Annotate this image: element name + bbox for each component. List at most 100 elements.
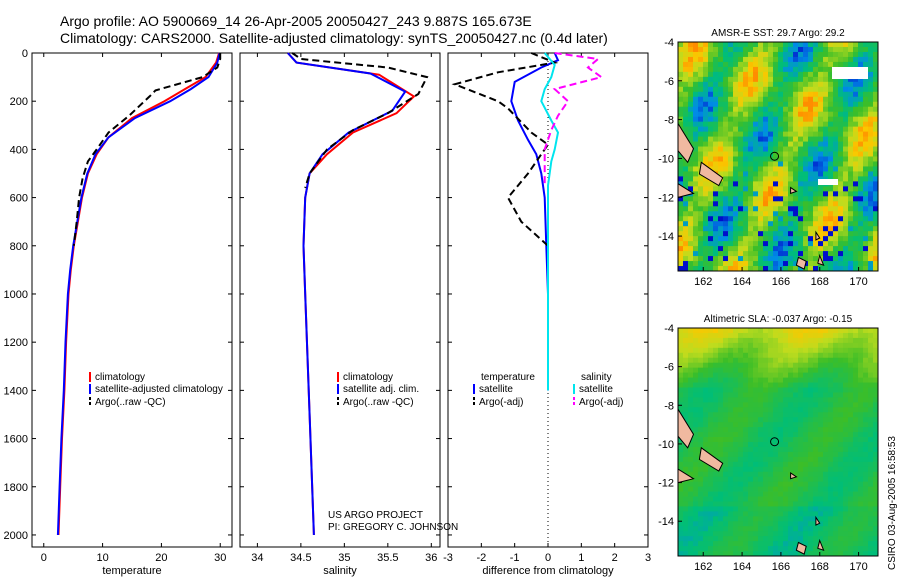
sla-map-cell — [743, 501, 749, 507]
sst-map-cell — [723, 116, 729, 123]
sst-map-cell — [798, 176, 804, 182]
sst-map-cell — [788, 196, 794, 202]
difference-series-salinity-satellite — [540, 52, 560, 391]
sst-map-cell — [818, 61, 824, 68]
sst-map-cell — [803, 266, 809, 272]
sst-map-cell — [783, 136, 789, 142]
sst-map-cell — [848, 241, 854, 247]
sst-map-cell — [818, 86, 824, 93]
sla-map-cell — [778, 446, 784, 453]
sla-map-cell — [743, 357, 749, 364]
sst-map-cell — [768, 121, 774, 128]
sst-map-cell — [763, 206, 769, 212]
sst-map-cell — [858, 191, 864, 197]
sla-map-cell — [713, 417, 719, 423]
sla-map-cell — [758, 446, 764, 453]
sst-map-cell — [678, 226, 684, 232]
sla-map-cell — [728, 531, 734, 537]
salinity-xtick-label: 36 — [425, 552, 437, 564]
sst-map-cell — [693, 196, 699, 202]
sla-map-cell — [798, 442, 804, 448]
sla-map-cell — [828, 546, 834, 552]
sst-map-cell — [853, 176, 859, 182]
sla-map-cell — [868, 466, 874, 473]
sla-map-cell — [703, 496, 709, 502]
sst-map-cell — [873, 76, 879, 83]
sla-map-cell — [778, 422, 784, 428]
sla-map-cell — [818, 337, 824, 344]
sla-map-cell — [853, 342, 859, 349]
sst-map-cell — [758, 46, 764, 53]
sla-map-cell — [703, 437, 709, 443]
sla-map-cell — [743, 347, 749, 354]
sla-map-cell — [788, 456, 794, 463]
sst-map-cell — [783, 56, 789, 63]
sla-map-cell — [773, 342, 779, 349]
sst-map-cell — [863, 186, 869, 192]
sst-map-cell — [868, 246, 874, 252]
sla-map-cell — [818, 392, 824, 398]
sst-map-cell — [823, 196, 829, 202]
sla-map-cell — [678, 551, 684, 557]
sla-map-cell — [823, 382, 829, 388]
sst-map-cell — [788, 71, 794, 78]
sla-map-cell — [788, 526, 794, 532]
sla-map-cell — [798, 531, 804, 537]
sst-map-cell — [863, 56, 869, 63]
sla-map-cell — [688, 471, 694, 478]
sla-map-cell — [873, 362, 879, 369]
sst-map-cell — [783, 176, 789, 182]
sst-map-cell — [798, 266, 804, 272]
sla-map-cell — [693, 432, 699, 438]
figure-title-line2: Climatology: CARS2000. Satellite-adjuste… — [60, 30, 608, 46]
sla-map-cell — [768, 496, 774, 502]
sst-map-cell — [693, 211, 699, 217]
sla-map-cell — [843, 501, 849, 507]
sla-map-cell — [693, 427, 699, 433]
sla-map-cell — [768, 372, 774, 378]
sst-map-cell — [818, 266, 824, 272]
sla-map-cell — [853, 407, 859, 413]
sla-map-cell — [818, 412, 824, 418]
sst-map-cell — [863, 211, 869, 217]
sla-map-cell — [813, 466, 819, 473]
sst-map-cell — [688, 116, 694, 123]
sst-map-cell — [728, 236, 734, 242]
sla-map-cell — [698, 377, 704, 383]
sst-map-cell — [698, 86, 704, 93]
sla-map-cell — [848, 456, 854, 463]
sst-map-cell — [743, 126, 749, 133]
legend-satellite-adjusted: satellite-adjusted climatology — [95, 384, 223, 395]
sst-map-cell — [698, 111, 704, 118]
sst-map-cell — [718, 56, 724, 63]
sla-map-cell — [763, 427, 769, 433]
sst-map-cell — [833, 46, 839, 53]
sla-map-cell — [803, 531, 809, 537]
sla-map-cell — [748, 516, 754, 522]
sla-map-cell — [703, 446, 709, 453]
sst-map-cell — [693, 46, 699, 53]
sst-map-cell — [703, 151, 709, 157]
sst-map-cell — [703, 141, 709, 147]
sla-map-xtick-label: 166 — [772, 561, 790, 573]
sst-map-cell — [778, 201, 784, 207]
sla-map-cell — [688, 536, 694, 542]
sst-map-cell — [723, 71, 729, 78]
sst-map-cell — [723, 166, 729, 172]
sst-map-cell — [753, 76, 759, 83]
sst-map-cell — [818, 111, 824, 118]
sla-map-cell — [843, 397, 849, 403]
sst-map-cell — [848, 266, 854, 272]
sst-map-cell — [803, 256, 809, 262]
sst-map-cell — [808, 141, 814, 147]
sst-map-cell — [803, 166, 809, 172]
sst-map-cell — [743, 206, 749, 212]
sst-map-cell — [853, 266, 859, 272]
sst-map-cell — [753, 146, 759, 152]
sst-map-cell — [713, 266, 719, 272]
sla-map-cell — [793, 337, 799, 344]
sla-map-cell — [808, 486, 814, 492]
sst-map-cell — [773, 71, 779, 78]
sst-map-cell — [768, 256, 774, 262]
sst-map-cell — [833, 51, 839, 58]
